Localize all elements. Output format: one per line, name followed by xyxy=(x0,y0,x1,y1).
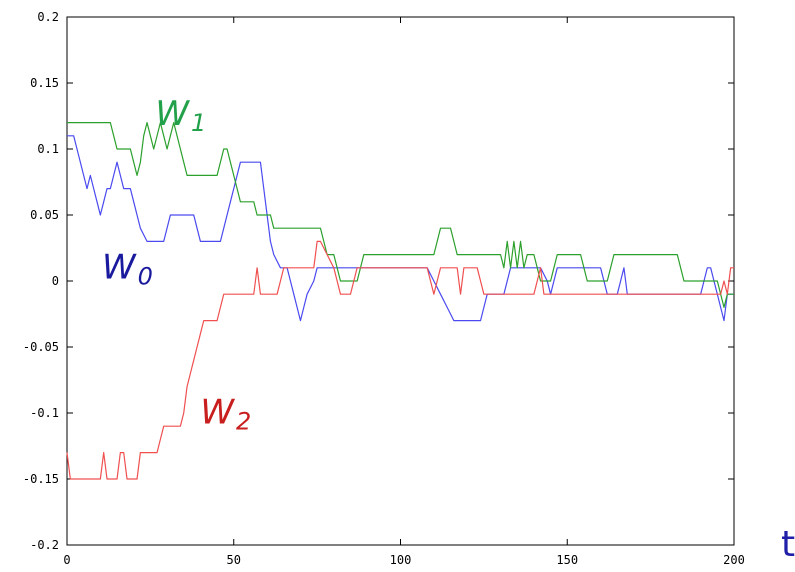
series-label-main: W xyxy=(155,94,190,134)
series-label-subscript: 0 xyxy=(138,262,153,290)
x-tick-label: 100 xyxy=(390,553,412,567)
y-tick-label: -0.15 xyxy=(23,472,59,486)
series-label-subscript: 1 xyxy=(191,109,206,137)
x-tick-label: 50 xyxy=(227,553,241,567)
series-label-main: W xyxy=(200,393,235,433)
x-tick-label: 0 xyxy=(63,553,70,567)
y-tick-label: -0.05 xyxy=(23,340,59,354)
y-tick-label: -0.1 xyxy=(30,406,59,420)
x-tick-label: 200 xyxy=(723,553,745,567)
x-tick-label: 150 xyxy=(556,553,578,567)
series-label-w0: W0 xyxy=(102,247,153,290)
x-axis-label: t xyxy=(781,524,795,565)
series-label-w1: W1 xyxy=(155,94,206,137)
series-line-w0 xyxy=(67,135,734,322)
y-tick-label: 0.2 xyxy=(37,10,59,24)
y-tick-label: 0.15 xyxy=(30,76,59,90)
y-tick-label: 0 xyxy=(52,274,59,288)
series-label-w2: W2 xyxy=(200,393,251,436)
series-line-w1 xyxy=(67,121,734,308)
series-line-w2 xyxy=(66,240,734,480)
y-tick-label: 0.1 xyxy=(37,142,59,156)
series-label-main: W xyxy=(102,247,137,287)
y-tick-label: 0.05 xyxy=(30,208,59,222)
series-label-subscript: 2 xyxy=(236,408,251,436)
y-tick-label: -0.2 xyxy=(30,538,59,552)
